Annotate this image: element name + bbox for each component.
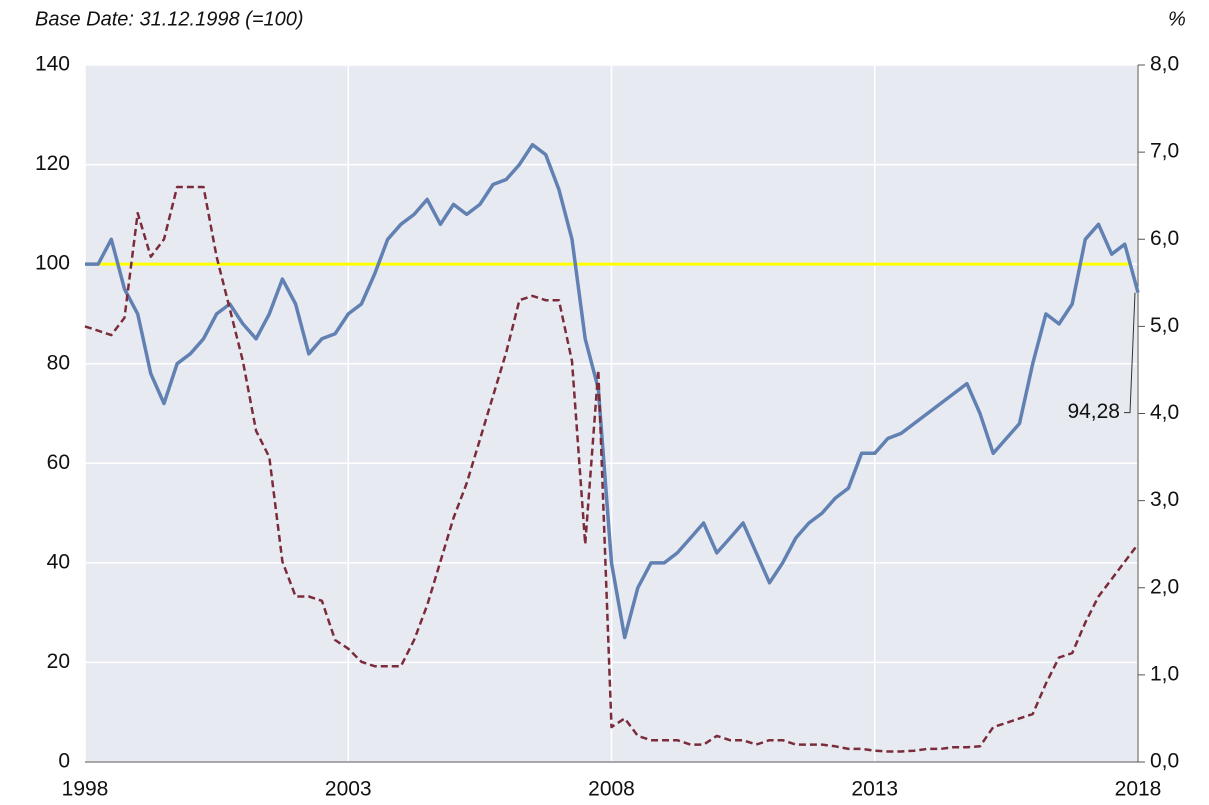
annotation-leader [1124,292,1136,414]
y-tick-label: 40 [47,550,70,573]
y-tick-label: 140 [35,53,70,76]
y2-tick-label: 3,0 [1150,488,1179,511]
series-line [85,142,1140,640]
x-tick-label: 2003 [325,778,372,801]
x-tick-label: 1998 [62,778,109,801]
y2-tick-label: 0,0 [1150,750,1179,773]
y2-tick-label: 2,0 [1150,575,1179,598]
y-tick-label: 80 [47,351,70,374]
y2-tick-label: 1,0 [1150,662,1179,685]
y2-tick-label: 4,0 [1150,401,1179,424]
x-tick-label: 2018 [1115,778,1162,801]
subtitle: Base Date: 31.12.1998 (=100) [35,8,304,30]
x-tick-label: 2013 [851,778,898,801]
y-tick-label: 100 [35,252,70,275]
y-tick-label: 60 [47,451,70,474]
y-tick-label: 120 [35,152,70,175]
y-tick-label: 20 [47,650,70,673]
y-tick-label: 0 [58,750,70,773]
annotation-label: 94,28 [1067,400,1120,423]
x-tick-label: 2008 [588,778,635,801]
y2-tick-label: 5,0 [1150,314,1179,337]
y2-tick-label: 7,0 [1150,140,1179,163]
y2-tick-label: 8,0 [1150,53,1179,76]
y2-tick-label: 6,0 [1150,227,1179,250]
series-line [84,185,1139,753]
y2-unit: % [1168,8,1186,30]
